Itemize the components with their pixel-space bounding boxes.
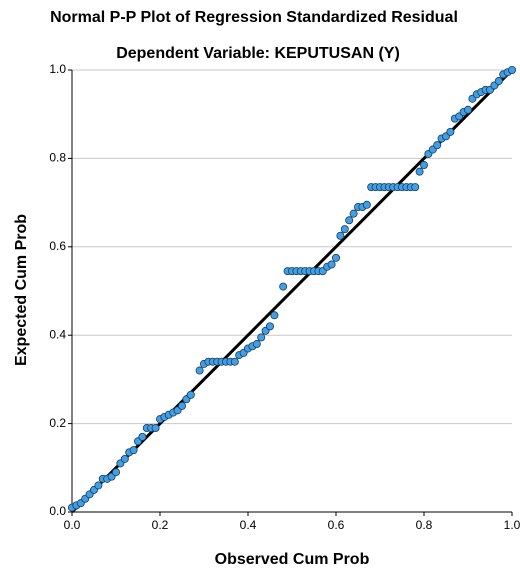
point xyxy=(415,167,424,176)
point xyxy=(129,446,138,455)
y-tick-label: 1.0 xyxy=(49,62,66,76)
point xyxy=(463,105,472,114)
x-axis-label: Observed Cum Prob xyxy=(215,551,370,568)
point xyxy=(327,260,336,269)
point xyxy=(177,401,186,410)
x-tick-label: 0.8 xyxy=(416,518,433,532)
chart-subtitle: Dependent Variable: KEPUTUSAN (Y) xyxy=(116,45,400,62)
point xyxy=(270,311,279,320)
x-tick-label: 0.4 xyxy=(240,518,257,532)
y-tick-label: 0.8 xyxy=(49,151,66,165)
x-tick-label: 0.6 xyxy=(328,518,345,532)
point xyxy=(336,231,345,240)
x-tick-label: 0.2 xyxy=(152,518,169,532)
point xyxy=(279,282,288,291)
point xyxy=(433,141,442,150)
point xyxy=(252,340,261,349)
point xyxy=(494,77,503,86)
x-tick-label: 0.0 xyxy=(64,518,81,532)
point xyxy=(94,481,103,490)
point xyxy=(362,200,371,209)
point xyxy=(411,183,420,192)
x-tick-label: 1.0 xyxy=(504,518,520,532)
point xyxy=(120,454,129,463)
y-tick-label: 0.6 xyxy=(49,239,66,253)
point xyxy=(151,424,160,433)
y-tick-label: 0.0 xyxy=(49,504,66,518)
point xyxy=(230,357,239,366)
point xyxy=(331,253,340,262)
point xyxy=(446,127,455,136)
point xyxy=(195,366,204,375)
point xyxy=(345,216,354,225)
point xyxy=(419,161,428,170)
point xyxy=(112,468,121,477)
point xyxy=(257,333,266,342)
point xyxy=(138,432,147,441)
y-tick-label: 0.4 xyxy=(49,327,66,341)
y-axis-label: Expected Cum Prob xyxy=(13,214,30,366)
point xyxy=(349,209,358,218)
chart-title: Normal P-P Plot of Regression Standardiz… xyxy=(50,9,458,26)
point xyxy=(340,225,349,234)
y-tick-label: 0.2 xyxy=(49,416,66,430)
point xyxy=(186,390,195,399)
point xyxy=(507,66,516,75)
point xyxy=(265,322,274,331)
